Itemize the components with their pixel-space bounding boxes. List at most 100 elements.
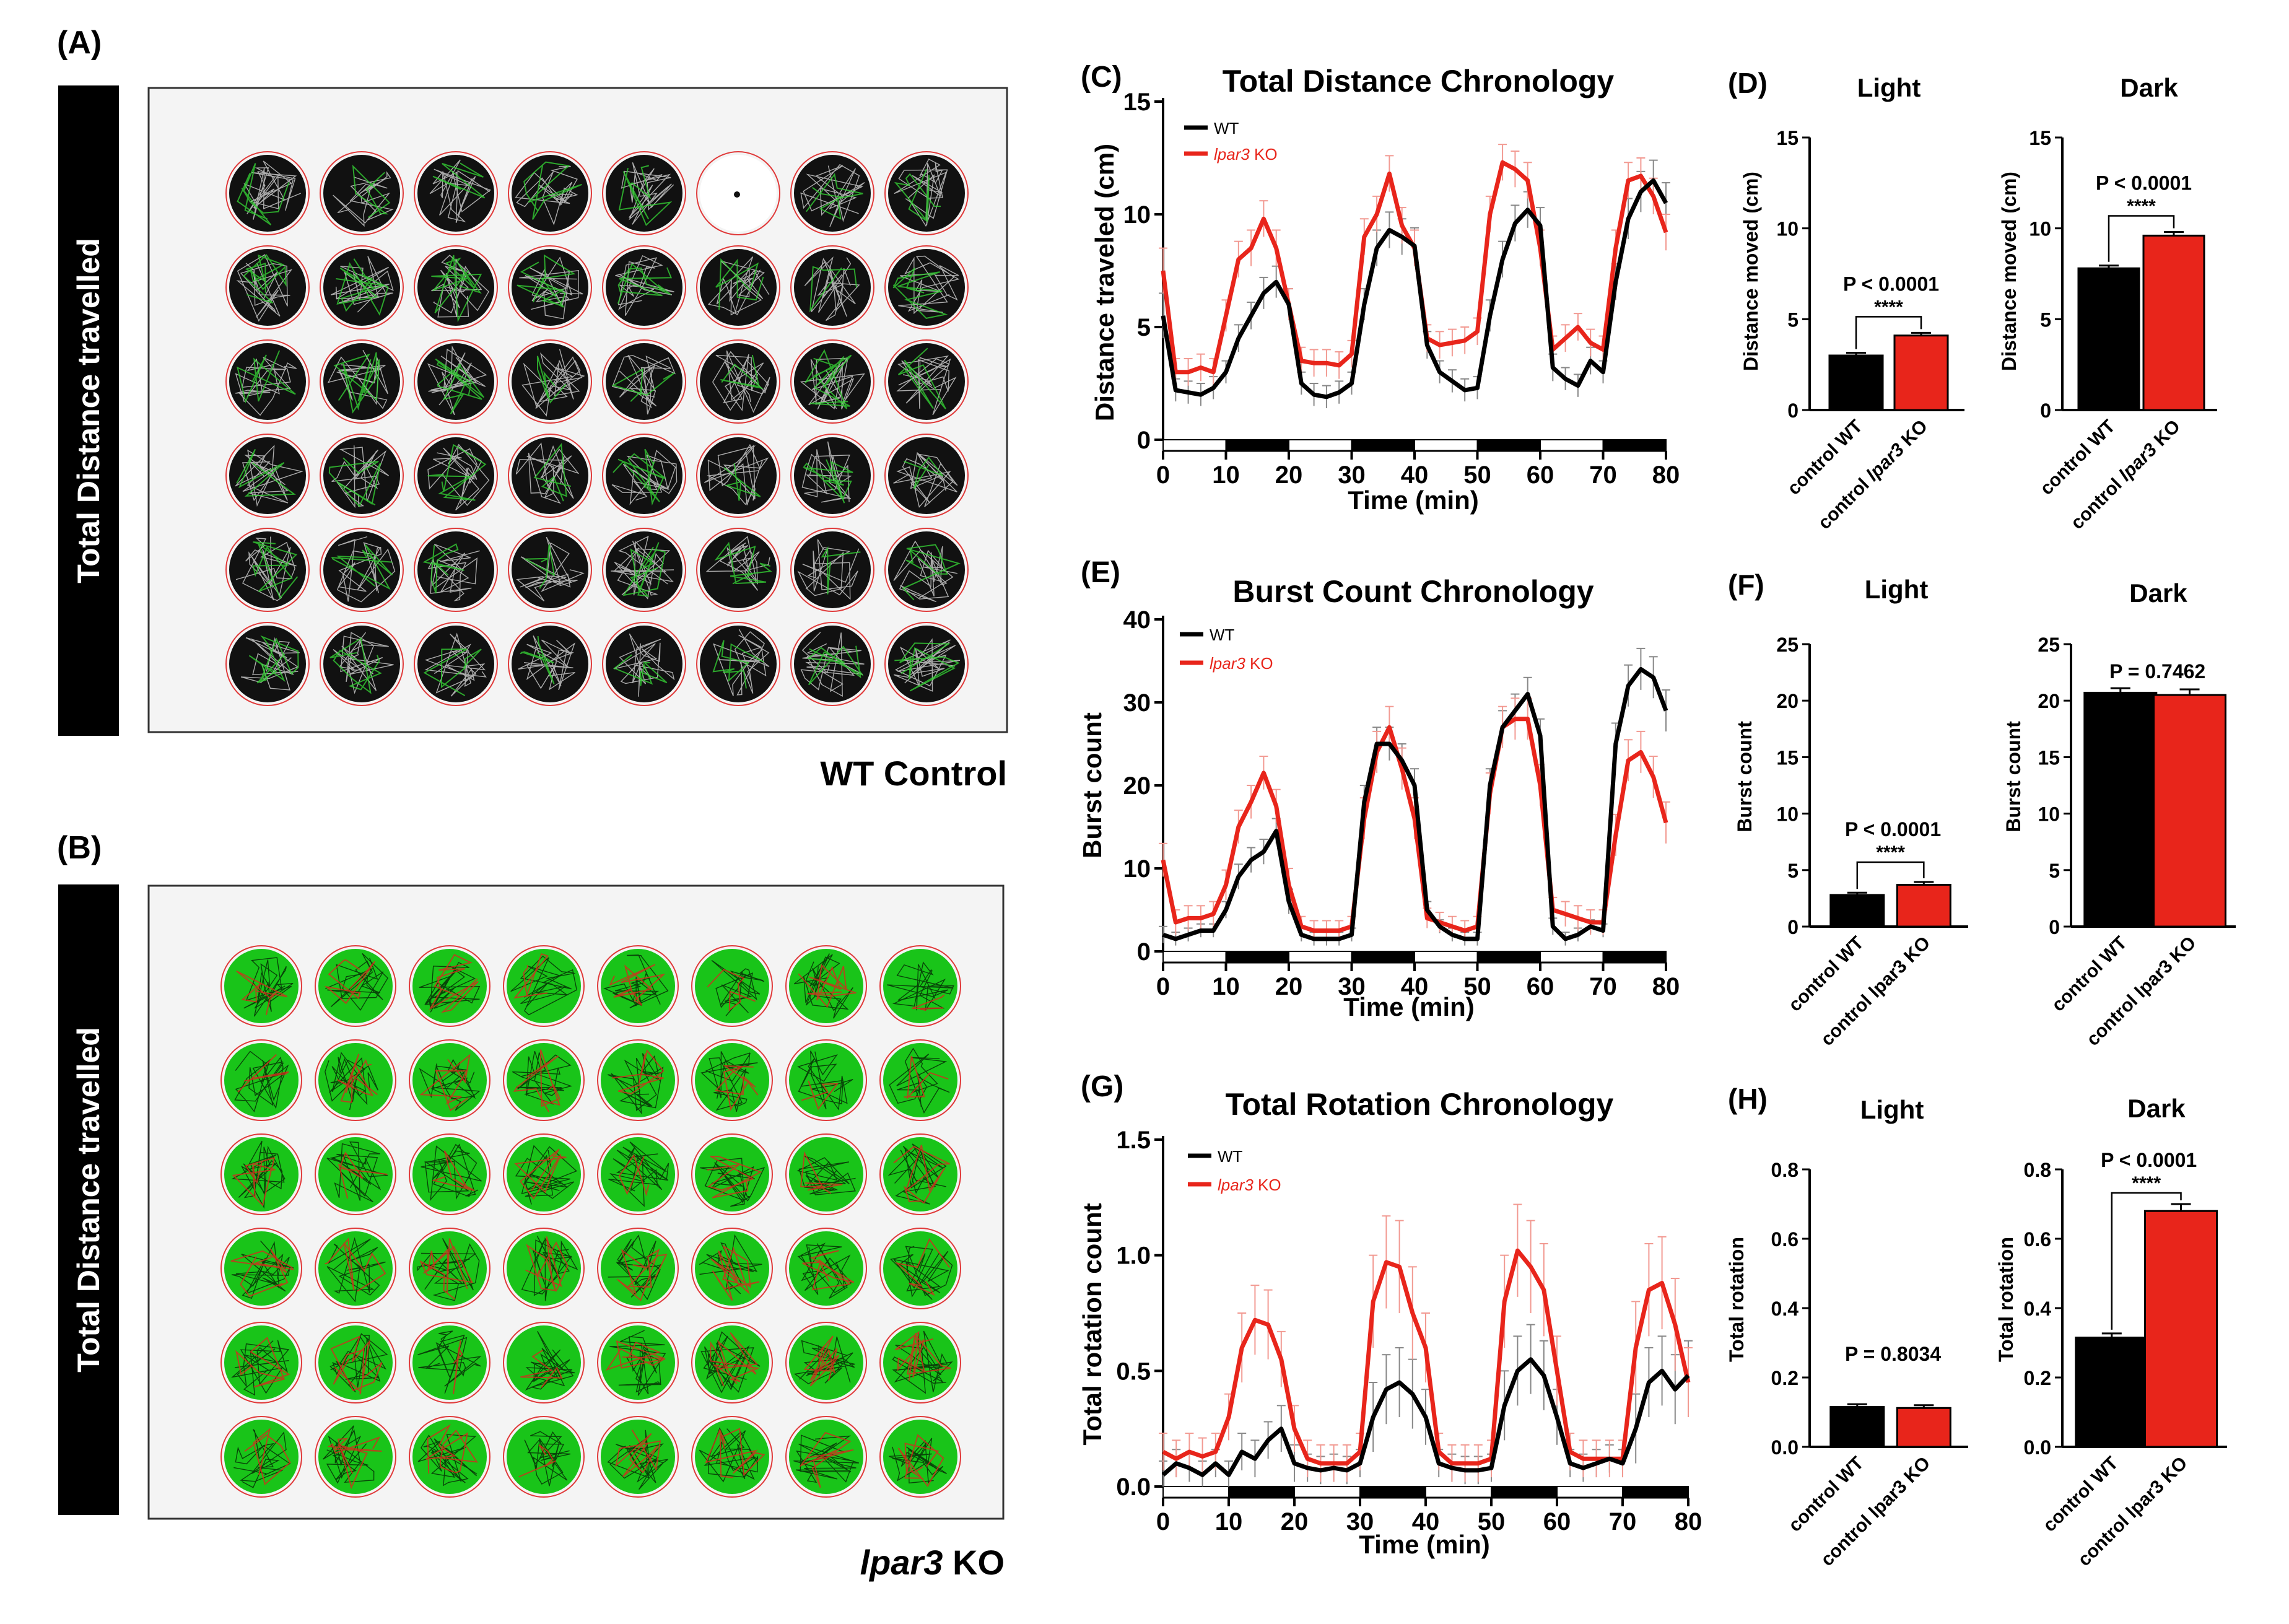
p-value-label: P = 0.7462 bbox=[2109, 660, 2205, 683]
well-track-texture bbox=[417, 1330, 482, 1394]
well-fast-track bbox=[912, 994, 945, 1011]
well-fast-track bbox=[327, 1436, 382, 1490]
well bbox=[503, 1039, 585, 1121]
panel-b-caption-italic: lpar3 bbox=[860, 1543, 943, 1582]
well-fast-track bbox=[801, 1080, 839, 1111]
well-rim bbox=[503, 1228, 585, 1309]
well-track-texture bbox=[325, 953, 388, 1011]
well-fast-track bbox=[714, 1065, 759, 1111]
well-fast-track bbox=[429, 954, 479, 1013]
x-tick-label: 70 bbox=[1589, 461, 1617, 489]
well-track-texture bbox=[330, 256, 394, 313]
dark-phase-segment bbox=[1491, 1486, 1558, 1498]
y-axis-label: Total rotation count bbox=[1078, 1203, 1107, 1445]
y-axis-label: Burst count bbox=[1733, 721, 1756, 832]
chart-distance-light: (D) Light Distance moved (cm) 0 5 10 15 cont… bbox=[1728, 67, 1964, 533]
well-fast-track bbox=[423, 648, 482, 696]
light-phase-segment bbox=[1556, 1486, 1623, 1498]
y-tick-label: 5 bbox=[2049, 860, 2060, 882]
well bbox=[508, 434, 592, 518]
p-value-label: P < 0.0001 bbox=[1845, 818, 1941, 840]
chart-total-rotation: (G) Total Rotation Chronology Total rota… bbox=[1078, 1070, 1702, 1559]
y-tick-label: 10 bbox=[2038, 803, 2060, 826]
well-fast-track bbox=[232, 1156, 276, 1207]
well bbox=[884, 622, 969, 706]
legend-ko-label: lpar3 KO bbox=[1218, 1176, 1281, 1194]
bar-wt bbox=[1828, 354, 1884, 411]
well-fill bbox=[512, 155, 588, 232]
well-track-texture bbox=[431, 255, 489, 318]
well bbox=[409, 1133, 490, 1215]
significance-stars: **** bbox=[1874, 297, 1903, 317]
well-rim bbox=[790, 622, 874, 706]
significance-stars: **** bbox=[2127, 196, 2156, 217]
x-tick-label: 50 bbox=[1463, 973, 1491, 1000]
well-rim bbox=[884, 339, 969, 424]
well-fast-track bbox=[243, 254, 287, 304]
well-rim bbox=[879, 1039, 961, 1121]
well bbox=[602, 339, 686, 424]
well bbox=[691, 1416, 773, 1498]
y-tick-label: 15 bbox=[1123, 89, 1151, 116]
well-fast-track bbox=[336, 1054, 378, 1103]
well-rim bbox=[602, 434, 686, 518]
well-fill bbox=[695, 949, 769, 1023]
well bbox=[785, 945, 867, 1027]
well bbox=[320, 151, 404, 235]
well-fill bbox=[883, 1043, 957, 1117]
well-fast-track bbox=[904, 456, 944, 489]
legend-wt-label: WT bbox=[1210, 626, 1235, 644]
well-rim bbox=[696, 245, 780, 330]
dark-phase-segment bbox=[1476, 951, 1541, 963]
light-phase-segment bbox=[1294, 1486, 1361, 1498]
well-rim bbox=[879, 1133, 961, 1215]
y-tick-label: 10 bbox=[1123, 855, 1151, 883]
well bbox=[414, 151, 498, 235]
panel-a-caption: WT Control bbox=[820, 754, 1007, 793]
y-tick-label: 0.6 bbox=[1771, 1228, 1798, 1251]
y-tick-label: 0 bbox=[1787, 916, 1798, 938]
y-tick-label: 20 bbox=[2038, 690, 2060, 712]
well-rim bbox=[225, 622, 310, 706]
y-tick-label: 0.4 bbox=[2024, 1298, 2052, 1320]
y-tick-label: 25 bbox=[1776, 634, 1798, 656]
well bbox=[508, 339, 592, 424]
well-rim bbox=[602, 151, 686, 235]
significance-bracket bbox=[2111, 1192, 2182, 1330]
well-fill bbox=[512, 437, 588, 514]
y-tick-label: 0 bbox=[2040, 399, 2051, 422]
well-rim bbox=[225, 151, 310, 235]
well-track-texture bbox=[893, 452, 958, 508]
well-track-texture bbox=[793, 953, 853, 1019]
x-tick-label: 60 bbox=[1527, 973, 1554, 1000]
panel-e-letter: (E) bbox=[1081, 556, 1120, 589]
chart-rotation-light: (H) Light Total rotation 0.0 0.2 0.4 0.6 0.8… bbox=[1725, 1083, 1968, 1570]
well-rim bbox=[597, 1228, 679, 1309]
well-fill bbox=[700, 343, 777, 420]
well-fast-track bbox=[514, 1148, 567, 1200]
category-label-part: control bbox=[2074, 1508, 2137, 1570]
well-track-texture bbox=[515, 165, 578, 225]
x-tick-label: 10 bbox=[1212, 973, 1240, 1000]
x-tick-label: 70 bbox=[1589, 973, 1617, 1000]
well-rim bbox=[320, 622, 404, 706]
well-fast-track bbox=[523, 544, 556, 589]
panel-b-letter: (B) bbox=[57, 830, 102, 866]
well-fill bbox=[700, 626, 777, 702]
well-rim bbox=[790, 339, 874, 424]
bar-ko bbox=[1893, 334, 1949, 411]
well bbox=[503, 1416, 585, 1498]
bar-ko bbox=[2144, 1210, 2218, 1448]
category-label-part: control bbox=[2067, 471, 2129, 533]
well-fill bbox=[318, 1043, 393, 1117]
well-fill bbox=[695, 1137, 769, 1211]
well bbox=[879, 1416, 961, 1498]
category-label-part: control bbox=[2083, 987, 2145, 1050]
bar-wt bbox=[2077, 267, 2140, 411]
x-tick-label: 30 bbox=[1338, 973, 1366, 1000]
well-rim bbox=[785, 1228, 867, 1309]
well-track-texture bbox=[797, 1050, 853, 1111]
well-track-texture bbox=[429, 159, 492, 224]
well-rim bbox=[790, 245, 874, 330]
well-track-texture bbox=[231, 1340, 290, 1396]
